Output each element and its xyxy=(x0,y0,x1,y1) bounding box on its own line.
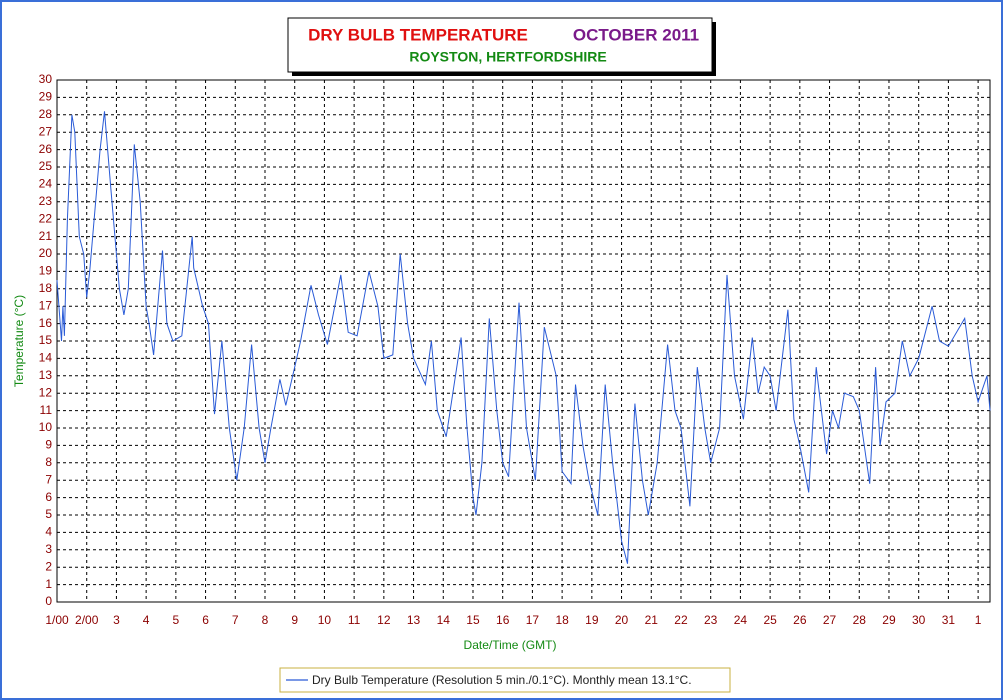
series-line xyxy=(56,111,991,564)
y-tick-label: 30 xyxy=(39,72,53,86)
x-tick-label: 5 xyxy=(173,613,180,627)
y-tick-label: 20 xyxy=(39,246,53,260)
y-tick-label: 3 xyxy=(45,542,52,556)
y-tick-label: 19 xyxy=(39,264,53,278)
x-tick-label: 21 xyxy=(645,613,659,627)
x-tick-label: 18 xyxy=(555,613,569,627)
y-axis-label: Temperature (°C) xyxy=(12,295,26,387)
x-tick-label: 11 xyxy=(348,613,361,627)
plot-area xyxy=(56,79,991,603)
chart-period: OCTOBER 2011 xyxy=(573,25,699,44)
y-tick-label: 24 xyxy=(39,177,53,191)
y-tick-label: 22 xyxy=(39,211,53,225)
x-tick-label: 4 xyxy=(143,613,150,627)
x-tick-label: 20 xyxy=(615,613,629,627)
x-tick-label: 24 xyxy=(734,613,748,627)
x-tick-label: 25 xyxy=(763,613,777,627)
x-tick-label: 10 xyxy=(318,613,332,627)
x-tick-label: 19 xyxy=(585,613,599,627)
legend-label: Dry Bulb Temperature (Resolution 5 min./… xyxy=(312,673,692,687)
y-tick-label: 25 xyxy=(39,159,53,173)
x-tick-label: 6 xyxy=(202,613,209,627)
y-tick-label: 8 xyxy=(45,455,52,469)
chart-subtitle: ROYSTON, HERTFORDSHIRE xyxy=(409,49,606,65)
y-tick-label: 2 xyxy=(45,559,52,573)
title-box xyxy=(287,17,713,73)
x-tick-label: 28 xyxy=(853,613,867,627)
x-tick-label: 8 xyxy=(262,613,269,627)
x-tick-label: 31 xyxy=(942,613,956,627)
y-tick-label: 1 xyxy=(45,577,52,591)
x-tick-label: 13 xyxy=(407,613,421,627)
x-tick-label: 15 xyxy=(466,613,480,627)
y-tick-label: 13 xyxy=(39,368,53,382)
y-tick-label: 5 xyxy=(45,507,52,521)
y-tick-label: 29 xyxy=(39,90,53,104)
x-tick-label: 17 xyxy=(526,613,540,627)
y-tick-label: 17 xyxy=(39,298,53,312)
legend xyxy=(279,667,731,693)
y-tick-label: 23 xyxy=(39,194,53,208)
y-tick-label: 14 xyxy=(39,351,53,365)
y-tick-label: 18 xyxy=(39,281,53,295)
x-tick-label: 7 xyxy=(232,613,239,627)
x-tick-label: 3 xyxy=(113,613,120,627)
x-tick-label: 9 xyxy=(291,613,298,627)
x-tick-label: 16 xyxy=(496,613,510,627)
y-tick-label: 21 xyxy=(39,229,53,243)
x-tick-label: 1/00 xyxy=(45,613,69,627)
x-tick-label: 22 xyxy=(674,613,688,627)
x-tick-label: 26 xyxy=(793,613,807,627)
y-tick-label: 28 xyxy=(39,107,53,121)
x-tick-label: 2/00 xyxy=(75,613,99,627)
x-tick-label: 29 xyxy=(882,613,896,627)
x-tick-label: 14 xyxy=(437,613,451,627)
y-tick-label: 6 xyxy=(45,490,52,504)
x-tick-label: 12 xyxy=(377,613,391,627)
y-tick-label: 10 xyxy=(39,420,53,434)
y-tick-label: 4 xyxy=(45,525,52,539)
y-tick-label: 12 xyxy=(39,385,53,399)
x-tick-label: 30 xyxy=(912,613,926,627)
x-axis-label: Date/Time (GMT) xyxy=(464,638,557,652)
y-tick-label: 15 xyxy=(39,333,53,347)
y-tick-label: 11 xyxy=(40,403,53,417)
y-tick-label: 26 xyxy=(39,142,53,156)
y-tick-label: 16 xyxy=(39,316,53,330)
x-tick-label: 23 xyxy=(704,613,718,627)
x-tick-label: 1 xyxy=(975,613,982,627)
chart-title: DRY BULB TEMPERATURE xyxy=(308,25,528,44)
y-tick-label: 7 xyxy=(45,472,52,486)
x-tick-label: 27 xyxy=(823,613,837,627)
y-tick-label: 0 xyxy=(45,594,52,608)
y-tick-label: 27 xyxy=(39,124,53,138)
y-tick-label: 9 xyxy=(45,438,52,452)
